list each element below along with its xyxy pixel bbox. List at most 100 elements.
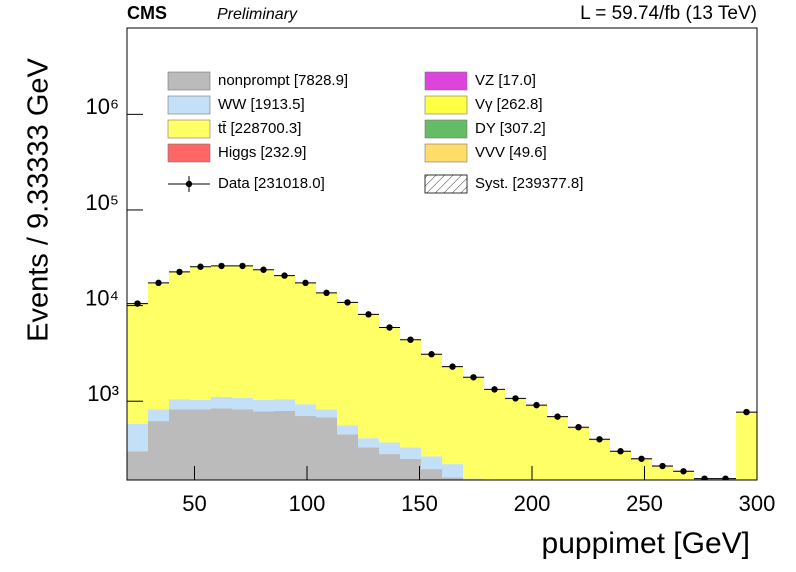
legend-swatch (424, 95, 468, 115)
histogram-bar (525, 406, 548, 480)
histogram-bar (336, 434, 359, 480)
lumi-label: L = 59.74/fb (13 TeV) (580, 3, 757, 24)
histogram-bar (169, 399, 190, 410)
data-point (533, 401, 540, 409)
data-point (638, 455, 645, 462)
histogram-bar (462, 377, 485, 479)
histogram-bar (588, 440, 611, 480)
x-tick-label: 250 (626, 491, 663, 516)
data-point (197, 263, 204, 270)
data-point (386, 324, 393, 331)
x-tick-label: 200 (514, 491, 551, 516)
histogram-bar (295, 416, 316, 480)
data-point (743, 408, 750, 416)
x-tick-label: 300 (739, 491, 776, 516)
histogram-bar (295, 283, 316, 405)
histogram-bar (547, 417, 568, 480)
histogram-bar (147, 421, 170, 480)
legend-label: VVV [49.6] (475, 144, 547, 161)
status-label: Preliminary (217, 6, 298, 23)
data-point (554, 413, 561, 420)
histogram-bar (399, 458, 422, 480)
histogram-bar (316, 417, 337, 480)
y-tick-label: 10⁶ (85, 94, 119, 119)
legend-marker (185, 180, 193, 188)
histogram-bar (421, 354, 442, 457)
histogram-bar (273, 411, 296, 480)
histogram-bar (190, 399, 211, 410)
data-point (701, 475, 708, 480)
histogram-bar (631, 459, 652, 480)
histogram-bar (336, 302, 359, 426)
histogram-bar (442, 464, 463, 478)
histogram-bar (358, 314, 379, 439)
histogram-bar (210, 265, 233, 397)
histogram-bar (379, 327, 400, 443)
histogram-bar (253, 411, 274, 480)
histogram-bar (127, 451, 148, 480)
data-point (470, 374, 477, 381)
data-point (281, 272, 288, 279)
histogram-bar (210, 396, 233, 409)
data-point (155, 279, 162, 287)
histogram-bar (568, 428, 589, 480)
x-axis-title: puppimet [GeV] (542, 527, 750, 560)
legend-label: WW [1913.5] (218, 96, 305, 113)
legend-swatch (424, 143, 468, 163)
histogram-bar (421, 469, 442, 480)
legend-label: DY [307.2] (475, 120, 546, 137)
data-point (218, 262, 225, 270)
data-point (596, 436, 603, 443)
histogram-bar (147, 283, 170, 410)
histogram-bar (273, 275, 296, 400)
data-point (323, 289, 330, 297)
data-point (512, 395, 519, 402)
data-point (428, 351, 435, 358)
histogram-bar (190, 409, 211, 480)
y-tick-label: 10⁵ (85, 190, 119, 215)
legend-label: VZ [17.0] (475, 72, 536, 89)
data-point (680, 468, 687, 475)
experiment-label: CMS (127, 3, 167, 23)
data-point (176, 268, 183, 276)
x-tick-label: 100 (289, 491, 326, 516)
legend-swatch (167, 143, 211, 163)
legend-label: Vγ [262.8] (475, 96, 543, 113)
histogram-bar (651, 466, 674, 480)
histogram-bar (127, 423, 148, 452)
legend-label: Data [231018.0] (218, 175, 325, 192)
histogram-bar (210, 408, 233, 480)
histogram-bar (273, 399, 296, 412)
x-tick-label: 150 (401, 491, 438, 516)
plot-area (127, 262, 757, 480)
histogram-bar (358, 438, 379, 448)
data-point (302, 279, 309, 287)
data-point (407, 336, 414, 343)
histogram-bar (169, 409, 190, 480)
x-tick-label: 50 (182, 491, 206, 516)
histogram-bar (232, 409, 253, 480)
histogram-bar (253, 269, 274, 400)
data-point (239, 262, 246, 270)
y-tick-label: 10³ (87, 381, 119, 406)
data-point (617, 448, 624, 455)
histogram-bar (295, 404, 316, 417)
data-point (722, 475, 729, 480)
histogram-bar (232, 398, 253, 410)
legend-swatch (167, 71, 211, 91)
data-point (344, 299, 351, 306)
legend-label: tt̄ [228700.3] (218, 120, 301, 137)
frame (126, 27, 758, 481)
histogram-bar (484, 389, 505, 480)
histogram-bar (673, 471, 694, 480)
data-point (575, 423, 582, 431)
histogram-bar (190, 266, 211, 400)
histogram-bar (442, 367, 463, 465)
histogram-bar (316, 409, 337, 418)
histogram-bar (127, 303, 148, 424)
histogram-bar (462, 478, 485, 480)
legend-swatch (167, 95, 211, 115)
histogram-bar (505, 399, 526, 480)
